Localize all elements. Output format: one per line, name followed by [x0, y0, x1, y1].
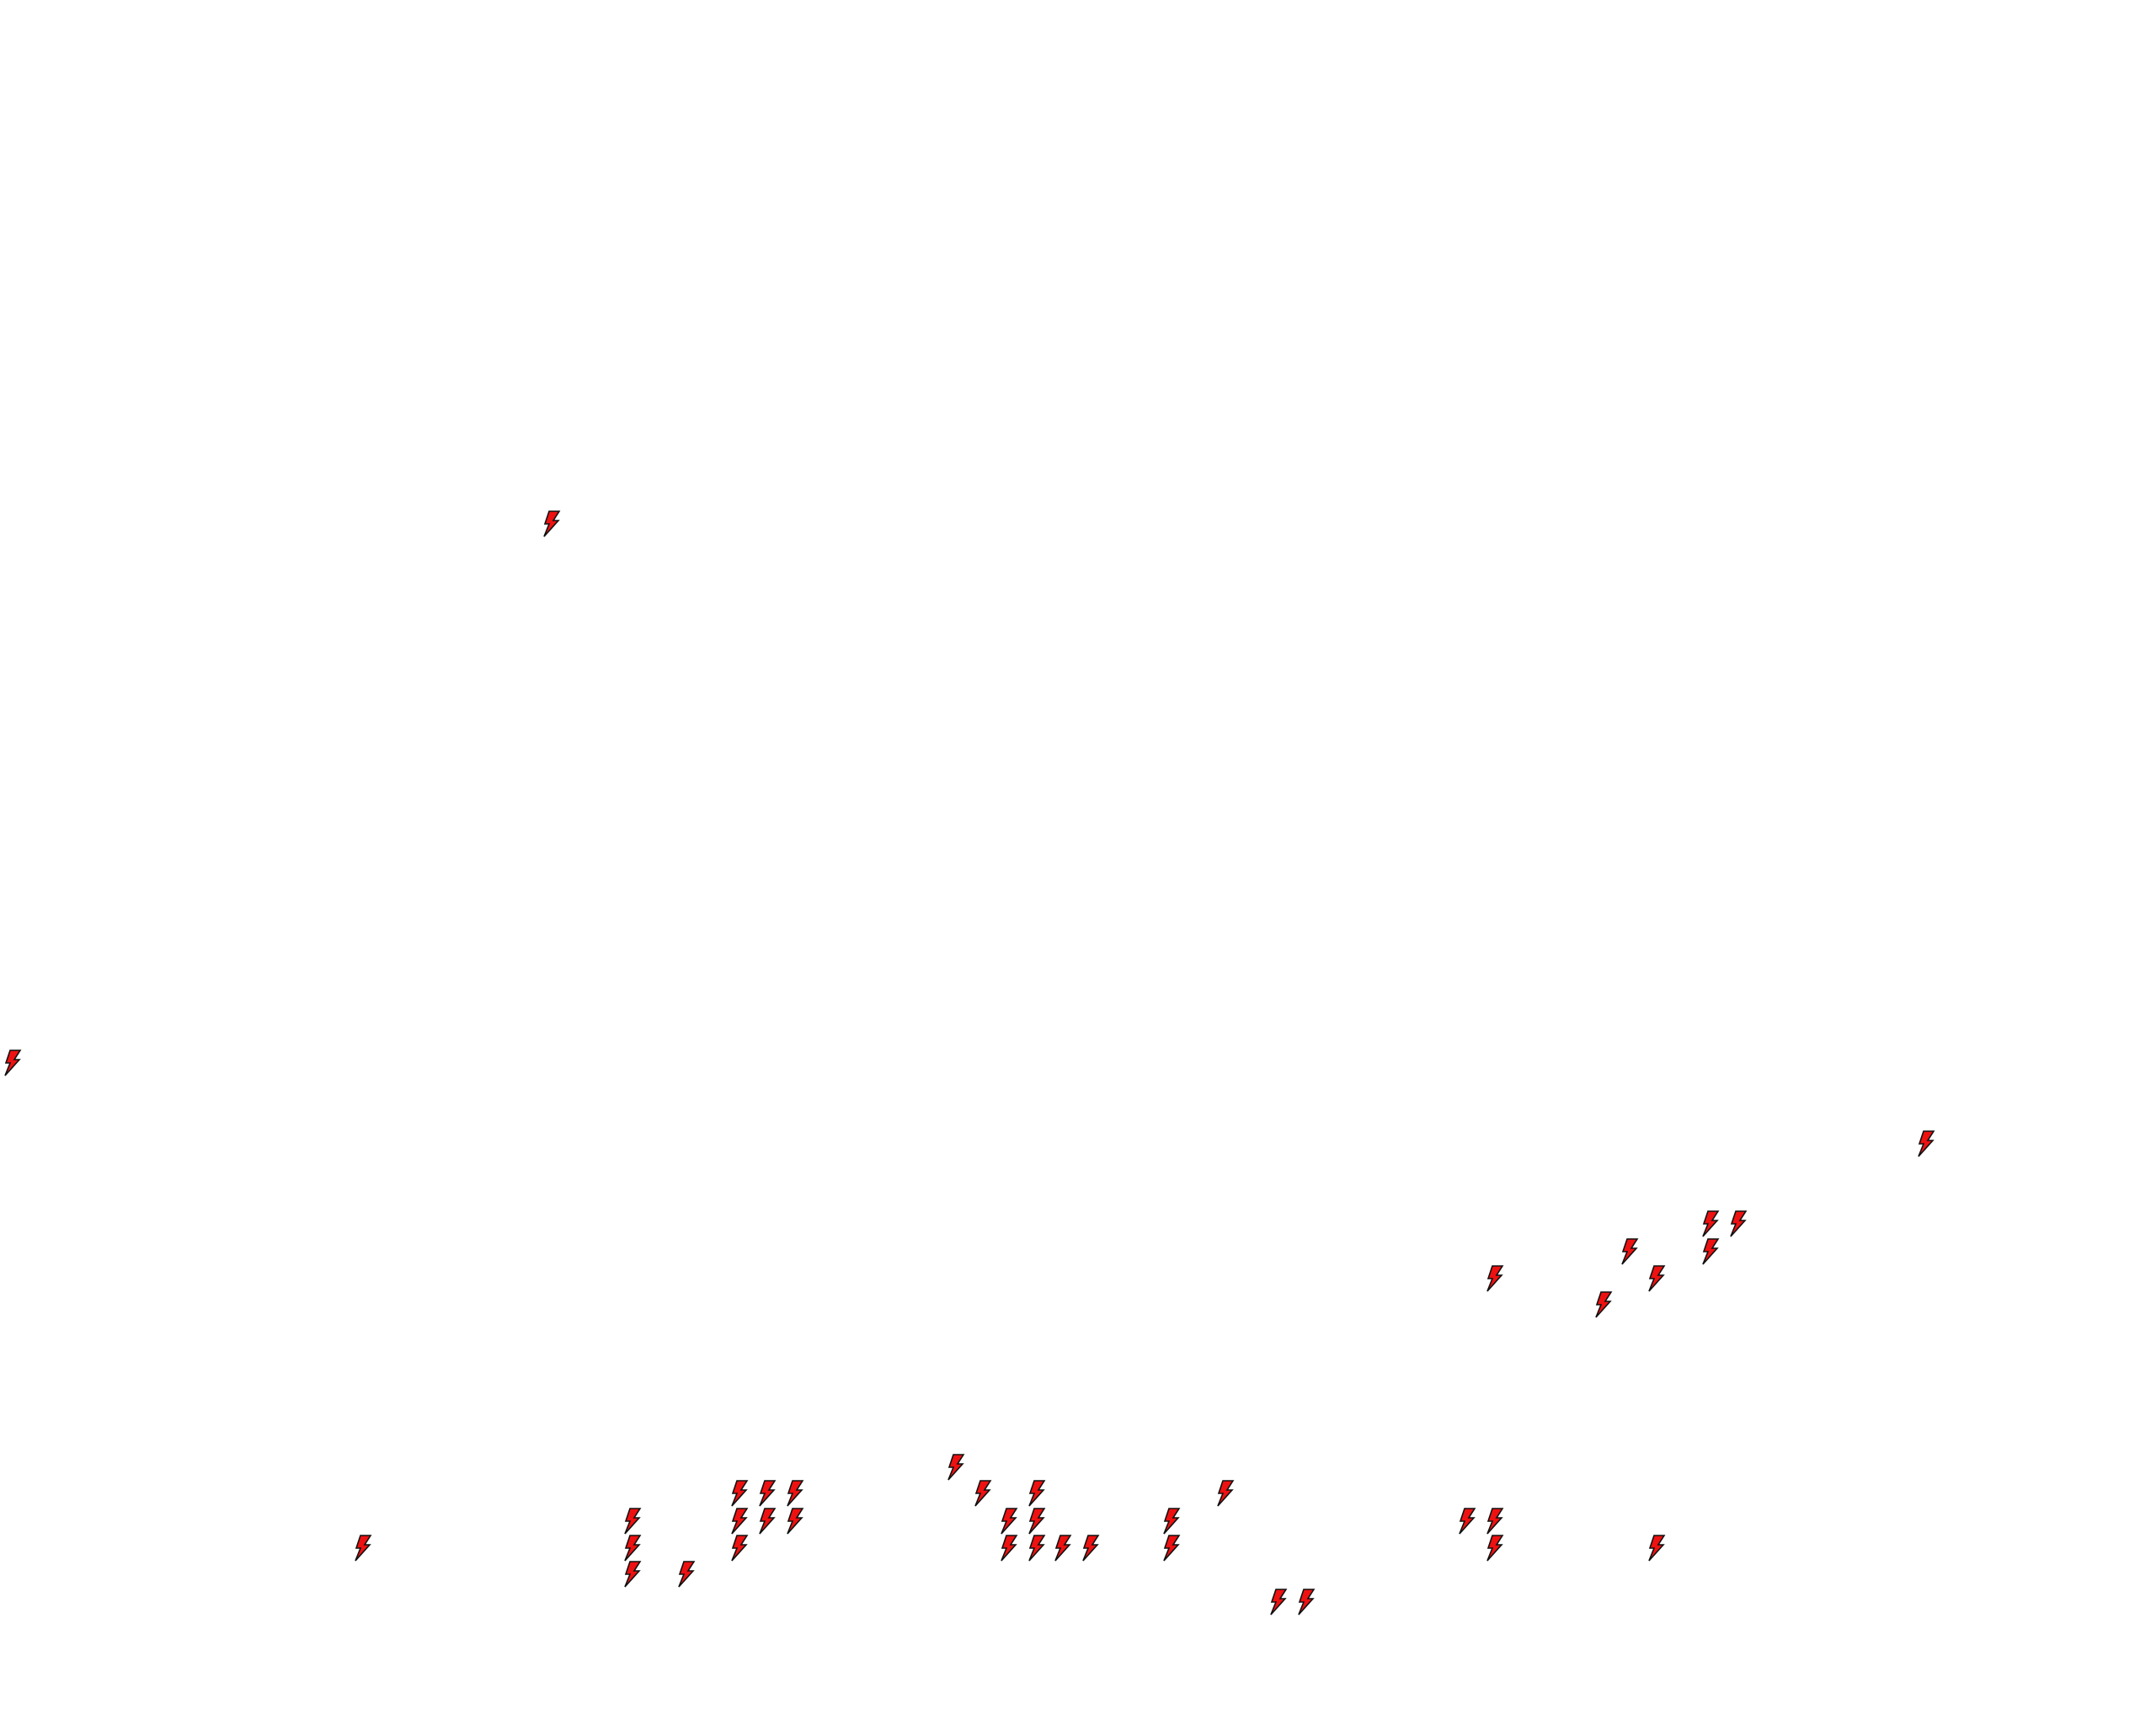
lightning-marker[interactable] — [1081, 1535, 1100, 1562]
lightning-bolt-icon — [731, 1535, 749, 1562]
lightning-bolt-icon — [786, 1507, 804, 1535]
lightning-marker[interactable] — [758, 1480, 776, 1507]
lightning-bolt-icon — [1486, 1265, 1504, 1292]
lightning-bolt-icon — [1702, 1210, 1720, 1237]
lightning-bolt-icon — [1702, 1237, 1720, 1265]
lightning-bolt-icon — [1594, 1291, 1613, 1318]
lightning-bolt-icon — [1486, 1535, 1504, 1562]
lightning-marker[interactable] — [1486, 1265, 1504, 1292]
lightning-bolt-icon — [542, 510, 561, 537]
lightning-marker[interactable] — [1486, 1535, 1504, 1562]
lightning-bolt-icon — [624, 1535, 642, 1562]
lightning-marker[interactable] — [1917, 1130, 1935, 1157]
lightning-marker[interactable] — [1701, 1237, 1720, 1265]
lightning-bolt-icon — [1620, 1237, 1639, 1265]
lightning-marker[interactable] — [730, 1480, 749, 1507]
lightning-marker[interactable] — [786, 1507, 804, 1535]
lightning-bolt-icon — [1729, 1210, 1748, 1237]
lightning-bolt-icon — [355, 1535, 372, 1562]
lightning-bolt-icon — [677, 1561, 696, 1588]
lightning-marker[interactable] — [3, 1049, 22, 1076]
lightning-marker[interactable] — [730, 1535, 749, 1562]
lightning-bolt-icon — [1163, 1535, 1181, 1562]
lightning-marker[interactable] — [1269, 1589, 1288, 1616]
lightning-marker[interactable] — [947, 1454, 965, 1481]
lightning-bolt-icon — [1918, 1130, 1935, 1157]
lightning-bolt-icon — [786, 1480, 804, 1507]
lightning-marker[interactable] — [623, 1561, 642, 1588]
lightning-marker[interactable] — [1297, 1589, 1315, 1616]
lightning-bolt-icon — [3, 1049, 22, 1076]
lightning-marker[interactable] — [1000, 1535, 1018, 1562]
lightning-bolt-icon — [731, 1480, 749, 1507]
lightning-marker[interactable] — [1458, 1507, 1476, 1535]
lightning-marker[interactable] — [758, 1507, 776, 1535]
lightning-marker[interactable] — [1216, 1480, 1235, 1507]
lightning-bolt-icon — [947, 1454, 965, 1481]
lightning-marker[interactable] — [1027, 1480, 1046, 1507]
lightning-marker[interactable] — [542, 510, 561, 537]
lightning-bolt-icon — [1270, 1589, 1288, 1616]
lightning-marker[interactable] — [1620, 1237, 1639, 1265]
lightning-marker[interactable] — [1162, 1507, 1181, 1535]
lightning-bolt-icon — [624, 1507, 642, 1535]
lightning-bolt-icon — [731, 1507, 749, 1535]
lightning-marker[interactable] — [1647, 1265, 1666, 1292]
lightning-bolt-icon — [1054, 1535, 1072, 1562]
lightning-marker[interactable] — [623, 1535, 642, 1562]
lightning-bolt-icon — [1648, 1535, 1666, 1562]
lightning-bolt-icon — [1648, 1265, 1666, 1292]
lightning-bolt-icon — [1459, 1507, 1476, 1535]
lightning-bolt-icon — [1028, 1480, 1046, 1507]
lightning-marker[interactable] — [1701, 1210, 1720, 1237]
lightning-bolt-icon — [1298, 1589, 1315, 1616]
lightning-bolt-icon — [1028, 1507, 1046, 1535]
lightning-bolt-icon — [1163, 1507, 1181, 1535]
lightning-marker[interactable] — [1027, 1535, 1046, 1562]
lightning-marker[interactable] — [623, 1507, 642, 1535]
lightning-marker[interactable] — [354, 1535, 372, 1562]
lightning-marker[interactable] — [1054, 1535, 1072, 1562]
lightning-bolt-icon — [759, 1480, 776, 1507]
lightning-marker[interactable] — [730, 1507, 749, 1535]
lightning-bolt-icon — [1081, 1535, 1100, 1562]
lightning-marker[interactable] — [974, 1480, 992, 1507]
lightning-marker[interactable] — [786, 1480, 804, 1507]
lightning-bolt-icon — [1216, 1480, 1235, 1507]
lightning-marker[interactable] — [1594, 1291, 1613, 1318]
lightning-marker[interactable] — [1486, 1507, 1504, 1535]
lightning-bolt-icon — [1001, 1507, 1018, 1535]
lightning-bolt-icon — [624, 1561, 642, 1588]
lightning-bolt-icon — [1001, 1535, 1018, 1562]
lightning-marker[interactable] — [1647, 1535, 1666, 1562]
lightning-bolt-icon — [1486, 1507, 1504, 1535]
lightning-marker[interactable] — [1729, 1210, 1748, 1237]
lightning-bolt-icon — [1028, 1535, 1046, 1562]
lightning-marker[interactable] — [1162, 1535, 1181, 1562]
lightning-marker[interactable] — [1000, 1507, 1018, 1535]
lightning-bolt-icon — [759, 1507, 776, 1535]
lightning-marker[interactable] — [677, 1561, 696, 1588]
lightning-marker[interactable] — [1027, 1507, 1046, 1535]
lightning-bolt-icon — [974, 1480, 992, 1507]
